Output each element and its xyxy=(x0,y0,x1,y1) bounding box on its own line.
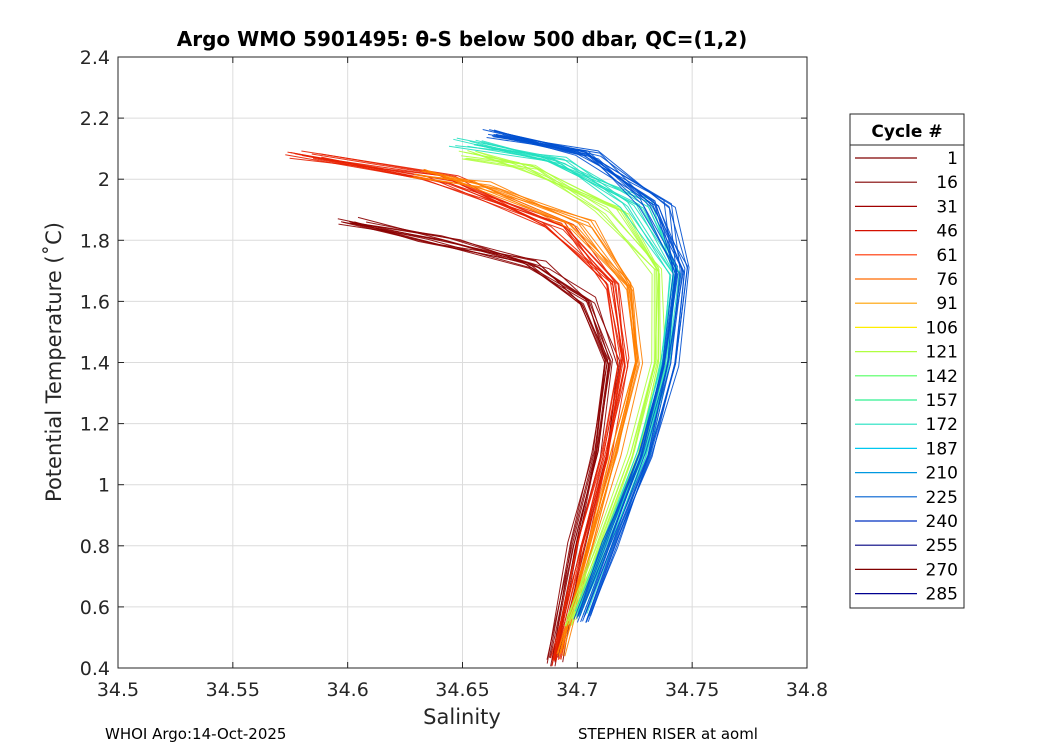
x-tick-label: 34.5 xyxy=(97,679,139,701)
legend-label: 31 xyxy=(936,197,958,217)
footer-right: STEPHEN RISER at aoml xyxy=(578,725,758,743)
legend-label: 106 xyxy=(926,318,958,338)
legend-label: 1 xyxy=(947,149,958,169)
y-axis-ticks: 0.4 0.6 0.8 1 1.2 1.4 1.6 1.8 2 2.2 2.4 xyxy=(80,47,807,680)
x-tick-label: 34.75 xyxy=(665,679,719,701)
legend-label: 270 xyxy=(926,560,958,580)
y-tick-label: 2.4 xyxy=(80,47,110,69)
series-line xyxy=(495,130,686,617)
y-axis-label: Potential Temperature (˚C) xyxy=(42,222,66,502)
legend-label: 91 xyxy=(936,294,958,314)
legend: Cycle # 1 16 31 46 61 76 91 106 121 142 157 172 187 2… xyxy=(849,113,965,609)
legend-label: 240 xyxy=(926,512,958,532)
x-axis-ticks: 34.5 34.55 34.6 34.65 34.7 34.75 34.8 xyxy=(97,57,828,701)
legend-label: 255 xyxy=(926,536,958,556)
y-tick-label: 1.4 xyxy=(80,353,110,375)
x-axis-label: Salinity xyxy=(423,705,501,729)
series-line xyxy=(410,176,638,656)
chart-title: Argo WMO 5901495: θ-S below 500 dbar, QC… xyxy=(177,27,747,51)
series-group xyxy=(285,129,690,667)
legend-entries: 1 16 31 46 61 76 91 106 121 142 157 172 187 210 225 240… xyxy=(855,149,958,605)
series-line xyxy=(493,129,674,617)
y-tick-label: 2 xyxy=(98,169,110,191)
legend-label: 172 xyxy=(926,415,958,435)
legend-label: 157 xyxy=(926,391,958,411)
series-line xyxy=(502,134,679,623)
y-tick-label: 1.2 xyxy=(80,414,110,436)
legend-label: 225 xyxy=(926,488,958,508)
y-tick-label: 2.2 xyxy=(80,108,110,130)
legend-label: 210 xyxy=(926,464,958,484)
y-tick-label: 0.4 xyxy=(80,658,110,680)
legend-label: 16 xyxy=(936,173,958,193)
x-tick-label: 34.7 xyxy=(556,679,598,701)
series-line xyxy=(420,170,637,656)
series-line xyxy=(413,173,644,657)
y-tick-label: 1 xyxy=(98,475,110,497)
series-line xyxy=(482,129,681,616)
x-tick-label: 34.8 xyxy=(786,679,828,701)
legend-box xyxy=(849,113,965,609)
x-tick-label: 34.6 xyxy=(327,679,369,701)
legend-label: 187 xyxy=(926,439,958,459)
series-line xyxy=(351,222,606,664)
legend-label: 76 xyxy=(936,270,958,290)
series-line xyxy=(287,151,626,660)
legend-title: Cycle # xyxy=(871,122,942,142)
series-line xyxy=(491,135,689,623)
footer-left: WHOI Argo:14-Oct-2025 xyxy=(105,725,287,743)
series-line xyxy=(354,221,606,660)
series-line xyxy=(461,158,659,620)
series-line xyxy=(495,135,678,616)
series-line xyxy=(337,218,608,661)
legend-label: 46 xyxy=(936,222,958,242)
y-tick-label: 1.8 xyxy=(80,230,110,252)
series-line xyxy=(313,158,619,666)
series-line xyxy=(458,150,653,627)
y-tick-label: 1.6 xyxy=(80,291,110,313)
legend-label: 285 xyxy=(926,585,958,605)
series-line xyxy=(366,221,619,663)
series-line xyxy=(461,155,657,627)
legend-label: 121 xyxy=(926,343,958,363)
legend-label: 142 xyxy=(926,367,958,387)
y-tick-label: 0.8 xyxy=(80,536,110,558)
y-tick-label: 0.6 xyxy=(80,597,110,619)
legend-label: 61 xyxy=(936,246,958,266)
series-line xyxy=(340,221,610,659)
x-tick-label: 34.65 xyxy=(435,679,489,701)
x-tick-label: 34.55 xyxy=(206,679,260,701)
